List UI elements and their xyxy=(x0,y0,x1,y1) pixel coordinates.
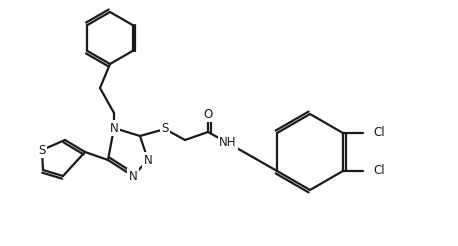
Text: N: N xyxy=(129,169,137,183)
Text: N: N xyxy=(109,122,118,135)
Text: S: S xyxy=(161,123,169,136)
Text: N: N xyxy=(144,154,153,167)
Text: Cl: Cl xyxy=(373,165,385,178)
Text: NH: NH xyxy=(219,137,237,150)
Text: S: S xyxy=(38,143,46,156)
Text: Cl: Cl xyxy=(373,126,385,139)
Text: O: O xyxy=(203,108,213,121)
